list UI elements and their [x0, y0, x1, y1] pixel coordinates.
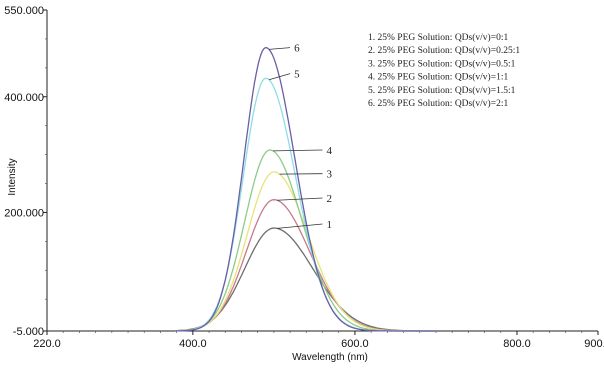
y-tick-label: -5.000: [13, 326, 44, 338]
x-tick-label: 600.0: [341, 338, 369, 350]
curve-1-leader: [277, 223, 323, 229]
series-5-line: [175, 77, 436, 332]
chart-legend: 1. 25% PEG Solution: QDs(v/v)=0:1 2. 25% …: [368, 32, 520, 109]
curve-2-leader: [277, 197, 323, 201]
legend-entry: 4. 25% PEG Solution: QDs(v/v)=1:1: [368, 72, 508, 83]
curve-5-label: 5: [294, 69, 300, 81]
series-4-line: [174, 149, 436, 332]
y-tick-label: 200.000: [4, 207, 44, 219]
curve-labels: 1 2 3 4 5 6: [268, 43, 333, 231]
legend-entry: 5. 25% PEG Solution: QDs(v/v)=1.5:1: [368, 85, 516, 96]
legend-entry: 1. 25% PEG Solution: QDs(v/v)=0:1: [368, 32, 508, 43]
curve-4-label: 4: [327, 145, 333, 157]
x-tick-label: 800.0: [503, 338, 531, 350]
x-axis-title: Wavelength (nm): [292, 352, 368, 363]
x-tick-label: 900.0: [584, 338, 604, 350]
legend-entry: 2. 25% PEG Solution: QDs(v/v)=0.25:1: [368, 45, 520, 56]
curve-6-leader: [268, 47, 291, 50]
curve-4-leader: [273, 149, 323, 152]
y-axis-title: Intensity: [7, 158, 18, 195]
chart-axes: 220.0 400.0 600.0 800.0 900.0 550.000 400.000 2…: [4, 5, 604, 350]
curve-1-label: 1: [327, 219, 333, 231]
legend-entry: 3. 25% PEG Solution: QDs(v/v)=0.5:1: [368, 58, 516, 69]
curve-2-label: 2: [327, 193, 333, 205]
curve-5-leader: [268, 73, 291, 81]
y-tick-label: 400.000: [4, 92, 44, 104]
y-tick-label: 550.000: [4, 5, 44, 17]
legend-entry: 6. 25% PEG Solution: QDs(v/v)=2:1: [368, 98, 508, 109]
series-3-line: [175, 171, 436, 332]
curve-3-label: 3: [327, 169, 333, 181]
series-6-line: [175, 46, 436, 332]
x-tick-label: 400.0: [179, 338, 207, 350]
curve-6-label: 6: [294, 43, 300, 55]
x-tick-label: 220.0: [33, 338, 61, 350]
